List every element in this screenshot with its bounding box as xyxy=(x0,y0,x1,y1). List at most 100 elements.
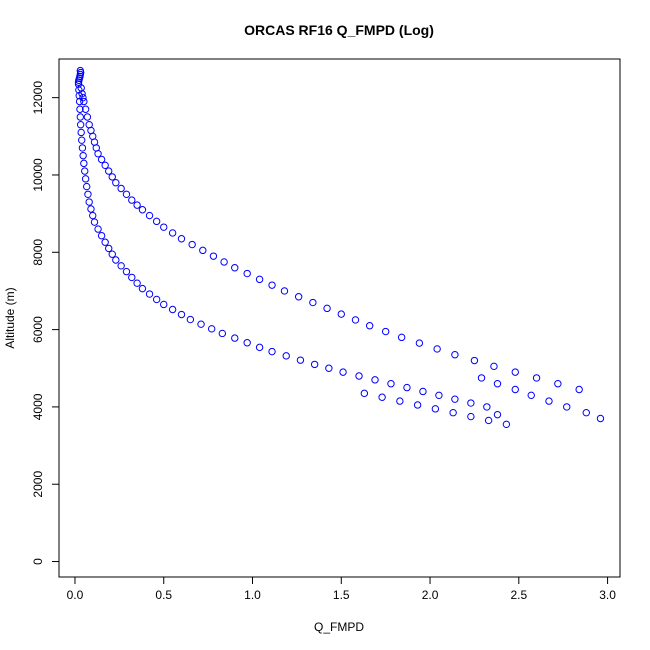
data-point xyxy=(387,380,395,388)
data-point xyxy=(511,385,519,394)
data-point xyxy=(415,339,424,347)
data-point xyxy=(365,322,374,330)
data-point xyxy=(188,240,196,249)
data-point xyxy=(243,339,251,347)
data-point xyxy=(451,395,459,403)
data-point xyxy=(117,262,125,270)
data-point xyxy=(218,329,227,338)
data-point xyxy=(563,403,571,411)
data-point xyxy=(77,128,85,137)
data-point xyxy=(177,235,186,243)
data-point xyxy=(177,310,186,319)
data-point xyxy=(133,201,141,209)
data-point xyxy=(101,161,109,170)
data-point xyxy=(81,167,89,175)
data-point xyxy=(268,347,276,356)
data-point xyxy=(545,397,553,405)
data-point xyxy=(596,414,605,423)
data-point xyxy=(323,304,331,313)
data-point xyxy=(80,97,88,106)
data-point xyxy=(449,409,457,417)
y-axis-label: Altitude (m) xyxy=(3,287,17,348)
x-tick-label: 0.5 xyxy=(155,588,172,602)
data-point xyxy=(220,258,228,266)
data-point xyxy=(74,80,83,88)
data-point xyxy=(484,416,493,425)
data-point xyxy=(243,269,251,278)
data-point xyxy=(105,167,113,175)
y-tick-label: 12000 xyxy=(31,81,45,115)
data-point xyxy=(351,316,360,324)
data-point xyxy=(397,333,406,342)
data-point xyxy=(75,86,83,94)
data-point xyxy=(97,231,106,240)
y-tick-label: 8000 xyxy=(31,239,45,266)
data-point xyxy=(145,211,154,220)
data-point xyxy=(582,409,590,417)
data-point xyxy=(138,206,147,214)
data-point xyxy=(83,113,92,121)
data-point xyxy=(81,105,90,113)
data-point xyxy=(378,393,386,401)
x-axis-label: Q_FMPD xyxy=(314,620,364,634)
data-point xyxy=(90,218,99,226)
data-point xyxy=(97,155,106,164)
data-point xyxy=(76,66,85,75)
data-point xyxy=(76,121,85,129)
data-point xyxy=(339,368,347,376)
data-point xyxy=(122,267,131,276)
data-point xyxy=(433,345,441,353)
data-point xyxy=(105,244,113,253)
data-point xyxy=(168,305,177,314)
data-point xyxy=(511,368,519,376)
data-point xyxy=(493,380,502,388)
data-point xyxy=(168,229,177,237)
data-point xyxy=(268,281,276,289)
data-point xyxy=(477,374,486,382)
x-tick-label: 3.0 xyxy=(599,588,616,602)
x-axis: 0.0 0.5 1.0 1.5 2.0 2.5 3.0 xyxy=(67,576,616,602)
data-point xyxy=(396,397,404,405)
data-point xyxy=(554,380,562,388)
data-point xyxy=(207,325,216,333)
x-tick-label: 2.5 xyxy=(510,588,527,602)
data-point xyxy=(493,410,502,419)
data-point xyxy=(82,182,91,191)
y-tick-label: 10000 xyxy=(31,158,45,192)
data-point xyxy=(84,190,92,199)
data-point xyxy=(209,252,218,260)
y-tick-label: 0 xyxy=(31,558,45,565)
data-point xyxy=(76,105,84,113)
data-point xyxy=(470,356,479,365)
data-point xyxy=(490,362,498,371)
data-point xyxy=(138,284,147,293)
x-tick-label: 2.0 xyxy=(422,588,439,602)
data-point xyxy=(280,287,289,295)
data-point xyxy=(112,256,120,264)
y-tick-label: 4000 xyxy=(31,393,45,420)
data-point xyxy=(255,343,264,352)
data-point xyxy=(197,320,205,328)
data-point xyxy=(160,223,168,231)
data-point xyxy=(122,190,131,199)
chart-title: ORCAS RF16 Q_FMPD (Log) xyxy=(244,22,434,38)
data-point xyxy=(431,405,440,413)
data-point xyxy=(101,238,109,246)
plot-area-frame xyxy=(58,58,621,578)
data-point xyxy=(231,264,239,272)
data-point xyxy=(294,293,303,301)
data-point xyxy=(108,250,116,258)
data-point xyxy=(360,389,369,398)
data-point xyxy=(403,383,411,392)
data-point xyxy=(87,205,95,213)
data-point xyxy=(89,211,97,220)
data-point xyxy=(296,356,305,364)
data-point xyxy=(419,387,427,396)
data-point xyxy=(310,360,319,369)
data-point xyxy=(413,401,422,409)
data-point xyxy=(128,273,136,282)
data-point xyxy=(133,279,141,287)
data-point xyxy=(152,295,161,304)
x-tick-label: 1.5 xyxy=(333,588,350,602)
data-point xyxy=(81,175,90,183)
